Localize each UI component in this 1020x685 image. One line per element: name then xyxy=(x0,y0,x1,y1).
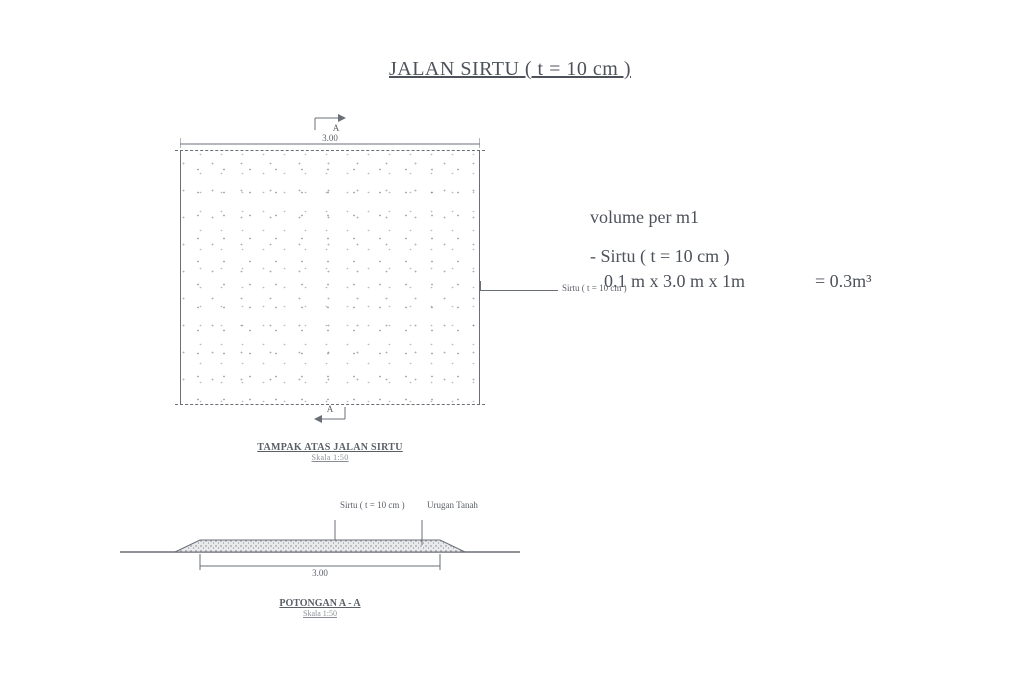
section-drawing: 3.00 xyxy=(120,520,520,600)
calc-heading: volume per m1 xyxy=(590,205,872,230)
page: JALAN SIRTU ( t = 10 cm ) A 3.00 Sirtu (… xyxy=(0,0,1020,685)
calc-item-formula: 0.1 m x 3.0 m x 1m xyxy=(590,269,745,294)
section-mark-bottom-icon: A xyxy=(310,403,350,429)
section-label-sirtu: Sirtu ( t = 10 cm ) xyxy=(340,500,405,510)
section-caption: POTONGAN A - A Skala 1:50 xyxy=(120,598,520,618)
svg-text:3.00: 3.00 xyxy=(322,133,338,143)
plan-rectangle xyxy=(180,150,480,405)
section-caption-scale: Skala 1:50 xyxy=(120,609,520,618)
calculation-block: volume per m1 - Sirtu ( t = 10 cm ) 0.1 … xyxy=(590,205,872,295)
calc-item-name: - Sirtu ( t = 10 cm ) xyxy=(590,244,745,269)
plan-top-dimension: 3.00 xyxy=(180,130,480,148)
calc-item-result: = 0.3m³ xyxy=(815,269,872,294)
drawing-title: JALAN SIRTU ( t = 10 cm ) xyxy=(0,58,1020,81)
plan-leader-line xyxy=(480,290,558,291)
section-label-urugan: Urugan Tanah xyxy=(427,500,478,510)
svg-text:A: A xyxy=(327,404,334,414)
section-view: 3.00 Sirtu ( t = 10 cm ) Urugan Tanah PO… xyxy=(120,520,520,580)
plan-caption-scale: Skala 1:50 xyxy=(180,453,480,462)
section-caption-text: POTONGAN A - A xyxy=(279,598,360,609)
svg-text:3.00: 3.00 xyxy=(312,568,328,578)
plan-caption: TAMPAK ATAS JALAN SIRTU Skala 1:50 xyxy=(180,442,480,462)
plan-view: A 3.00 Sirtu ( t = 10 cm ) A xyxy=(180,150,480,405)
plan-caption-text: TAMPAK ATAS JALAN SIRTU xyxy=(257,442,403,453)
